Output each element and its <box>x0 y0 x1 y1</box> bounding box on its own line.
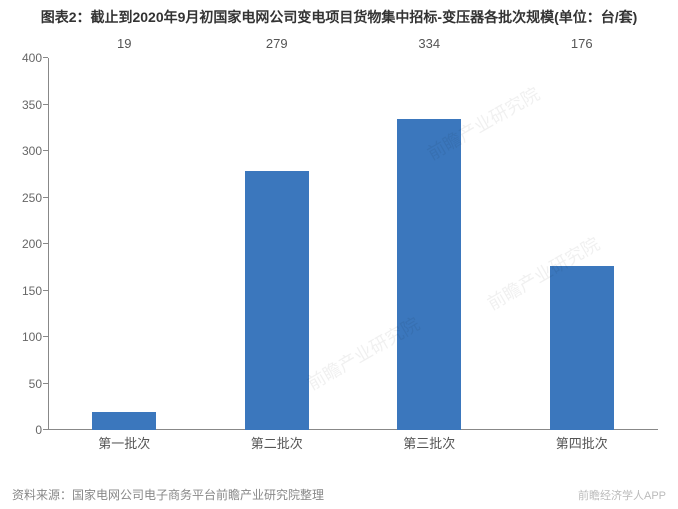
y-tick-label: 400 <box>0 51 48 65</box>
x-category-label: 第一批次 <box>48 430 201 458</box>
footer-right-label: 前瞻经济学人APP <box>578 487 666 503</box>
y-tick-label: 100 <box>0 330 48 344</box>
bar <box>550 266 614 430</box>
y-tick-label: 300 <box>0 144 48 158</box>
chart-area: 05010015020025030035040019第一批次279第二批次334… <box>0 58 678 458</box>
y-tick-label: 250 <box>0 191 48 205</box>
bar-value-label: 176 <box>506 36 659 260</box>
x-category-label: 第四批次 <box>506 430 659 458</box>
bar <box>245 171 309 430</box>
y-tick-label: 200 <box>0 237 48 251</box>
bar <box>92 412 156 430</box>
bar-value-label: 19 <box>48 36 201 406</box>
bar <box>397 119 461 430</box>
y-tick-label: 350 <box>0 98 48 112</box>
bar-value-label: 334 <box>353 36 506 113</box>
y-tick-label: 50 <box>0 377 48 391</box>
x-category-label: 第三批次 <box>353 430 506 458</box>
y-tick-label: 0 <box>0 423 48 437</box>
chart-title: 图表2：截止到2020年9月初国家电网公司变电项目货物集中招标-变压器各批次规模… <box>0 0 678 32</box>
bar-value-label: 279 <box>201 36 354 165</box>
y-tick-label: 150 <box>0 284 48 298</box>
source-label: 资料来源：国家电网公司电子商务平台前瞻产业研究院整理 <box>12 486 324 503</box>
x-category-label: 第二批次 <box>201 430 354 458</box>
